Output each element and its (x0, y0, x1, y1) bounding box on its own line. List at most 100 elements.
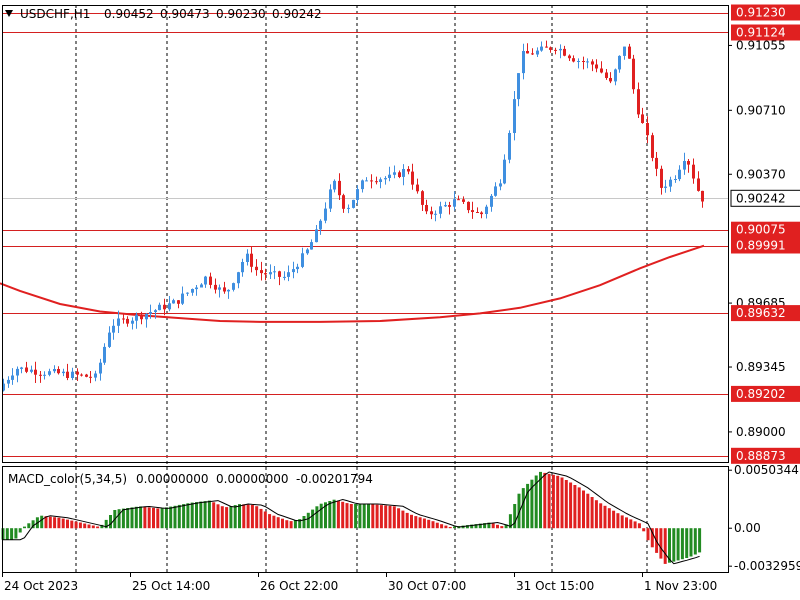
ohlc-high: 0.90473 (160, 7, 210, 21)
macd-bar-92 (397, 508, 401, 529)
macd-bar-159 (685, 528, 689, 558)
macd-bar-52 (225, 507, 229, 529)
candle-body-15 (71, 371, 74, 378)
candle-body-121 (559, 48, 562, 51)
candle-body-132 (609, 78, 612, 82)
candle-body-91 (421, 191, 424, 205)
macd-bar-16 (70, 520, 74, 529)
macd-bar-150 (646, 528, 650, 541)
macd-bar-29 (126, 508, 130, 529)
level-tag-bg-1 (731, 24, 800, 41)
macd-bar-141 (607, 508, 611, 529)
candle-body-36 (168, 303, 171, 310)
macd-bar-116 (500, 526, 504, 529)
macd-bar-53 (229, 506, 233, 529)
macd-bar-71 (306, 512, 310, 529)
macd-bar-86 (371, 504, 375, 529)
candle-body-29 (135, 314, 138, 321)
macd-bar-34 (147, 507, 151, 529)
candle-body-94 (434, 213, 437, 215)
macd-bar-55 (238, 504, 241, 529)
macd-bar-117 (504, 524, 508, 529)
macd-label: MACD_color(5,34,5) (8, 472, 127, 486)
macd-bar-122 (526, 483, 530, 529)
candle-body-142 (655, 157, 658, 169)
candle-body-136 (628, 46, 631, 59)
time-label-2: 26 Oct 22:00 (260, 579, 338, 593)
level-tag-bg-6 (731, 447, 800, 464)
macd-bar-138 (594, 500, 598, 529)
price-tick-label-2: 0.90370 (736, 167, 786, 181)
time-label-1: 25 Oct 14:00 (132, 579, 210, 593)
candle-body-14 (66, 371, 69, 378)
chart-title: USDCHF,H1 (20, 7, 90, 21)
macd-bar-61 (263, 511, 267, 529)
price-tick-label-0: 0.91055 (736, 38, 786, 52)
macd-bar-59 (255, 506, 259, 529)
candle-body-42 (195, 287, 198, 290)
macd-bar-15 (66, 519, 69, 529)
macd-bar-28 (121, 508, 125, 529)
macd-bar-56 (242, 504, 246, 529)
level-tag-label-4: 0.89632 (736, 306, 786, 320)
collapse-triangle-icon[interactable] (5, 10, 13, 17)
macd-tick-label-2: -0.0032959 (734, 559, 800, 573)
macd-pane-frame (2, 466, 729, 573)
candle-body-114 (526, 51, 529, 54)
macd-bar-96 (414, 516, 418, 529)
macd-bar-146 (629, 519, 633, 529)
macd-bar-112 (483, 523, 487, 529)
macd-bar-19 (83, 523, 87, 529)
candle-body-92 (425, 205, 428, 212)
macd-bar-5 (23, 526, 26, 529)
macd-bar-109 (470, 524, 474, 529)
ohlc-open: 0.90452 (104, 7, 154, 21)
candle-body-102 (471, 210, 474, 212)
macd-bar-60 (259, 508, 263, 529)
candle-body-58 (269, 272, 272, 275)
candle-body-22 (103, 346, 106, 363)
candle-body-66 (306, 249, 309, 254)
candle-body-99 (457, 199, 460, 201)
macd-bar-22 (96, 526, 100, 529)
candle-body-141 (651, 135, 654, 158)
candle-body-62 (287, 272, 290, 277)
macd-bar-125 (539, 471, 542, 529)
macd-bar-82 (354, 504, 358, 529)
macd-bar-115 (496, 524, 499, 529)
macd-bar-39 (169, 506, 173, 529)
candle-body-23 (108, 332, 111, 347)
ohlc-close: 0.90242 (272, 7, 322, 21)
candle-body-61 (283, 276, 286, 278)
macd-bar-18 (78, 522, 82, 529)
candle-body-98 (453, 199, 456, 207)
macd-bar-130 (560, 477, 564, 529)
candle-body-69 (319, 220, 322, 230)
macd-bar-121 (521, 488, 525, 529)
macd-bar-10 (44, 516, 48, 529)
candle-body-34 (158, 304, 161, 311)
candle-body-59 (273, 271, 276, 273)
level-tag-label-6: 0.88873 (736, 449, 786, 463)
macd-bar-155 (668, 528, 671, 563)
candle-body-73 (338, 180, 341, 196)
macd-bar-105 (453, 526, 456, 529)
candle-body-147 (678, 169, 681, 180)
macd-bar-151 (650, 528, 654, 548)
candle-body-120 (554, 49, 557, 51)
candle-body-100 (462, 199, 465, 202)
macd-bar-88 (379, 505, 383, 529)
macd-tick-label-0: 0.0050344 (734, 463, 799, 477)
macd-bar-156 (672, 528, 676, 562)
macd-bar-33 (143, 506, 147, 529)
candle-body-65 (301, 253, 304, 267)
macd-bar-46 (199, 501, 203, 529)
macd-bar-48 (207, 500, 211, 529)
level-tag-label-2: 0.90075 (736, 223, 786, 237)
macd-bar-21 (91, 525, 95, 529)
candle-body-104 (480, 212, 483, 215)
macd-bar-6 (27, 523, 31, 529)
macd-bar-83 (358, 504, 362, 529)
time-label-4: 31 Oct 15:00 (516, 579, 594, 593)
candle-body-125 (577, 61, 580, 62)
